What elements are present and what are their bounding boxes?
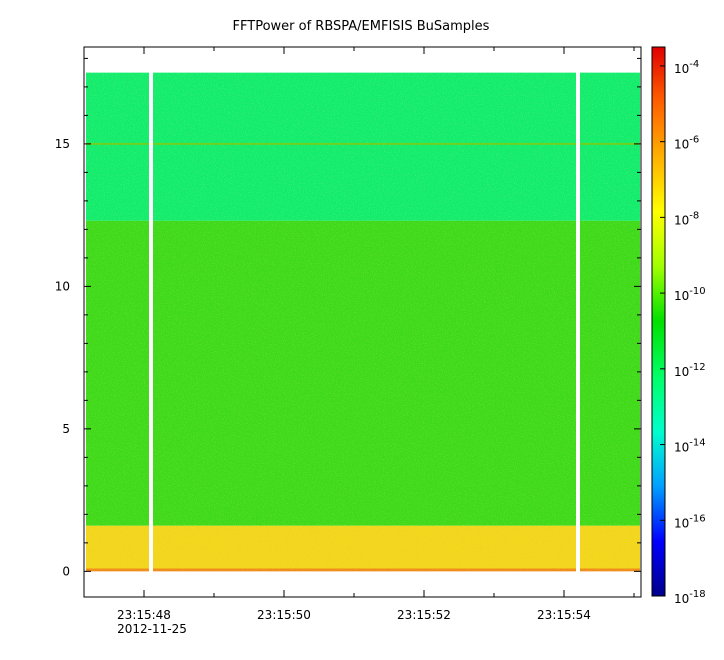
colorbar-gradient <box>651 46 666 597</box>
x-tick-label-0: 23:15:48 <box>117 608 171 622</box>
colorbar-tick-label-1: 10-6 <box>674 135 699 152</box>
spectrogram-band-texture-2 <box>86 525 640 569</box>
spectrogram-band-texture-0 <box>86 72 640 221</box>
y-tick-label-1: 5 <box>62 422 70 436</box>
plot-frame <box>83 46 642 598</box>
y-tick-label-0: 0 <box>62 564 70 578</box>
axes-layer: 0 5 10 15 23:15:48 23:15:50 23:15:52 23:15:54 20… <box>55 46 642 636</box>
y-tick-label-2: 10 <box>55 279 70 293</box>
colorbar-tick-label-7: 10-18 <box>674 589 706 606</box>
data-gap-0 <box>149 71 153 573</box>
x-tick-label-2: 23:15:52 <box>397 608 451 622</box>
colorbar-tick-label-0: 10-4 <box>674 59 699 76</box>
spectrogram-band-texture-1 <box>86 220 640 526</box>
colorbar-tick-label-4: 10-12 <box>674 362 706 379</box>
spectrogram-band-texture-3 <box>86 568 640 572</box>
spectrogram-layer <box>86 71 640 573</box>
chart-title: FFTPower of RBSPA/EMFISIS BuSamples <box>233 19 490 34</box>
x-tick-label-3: 23:15:54 <box>537 608 591 622</box>
colorbar-tick-label-3: 10-10 <box>674 286 706 303</box>
x-tick-label-1: 23:15:50 <box>257 608 311 622</box>
x-date-label: 2012-11-25 <box>117 622 187 636</box>
y-tick-label-3: 15 <box>55 137 70 151</box>
colorbar-tick-label-2: 10-8 <box>674 210 699 227</box>
colorbar-tick-label-5: 10-14 <box>674 438 706 455</box>
data-gap-1 <box>576 71 580 573</box>
colorbar-tick-label-6: 10-16 <box>674 513 706 530</box>
colorbar: 10-4 10-6 10-8 10-10 10-12 10-14 10-16 10-18 <box>651 46 706 606</box>
